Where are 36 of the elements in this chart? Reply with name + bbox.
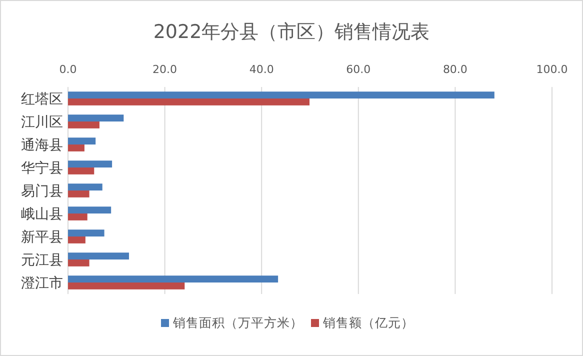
y-tick-label: 新平县: [21, 230, 63, 246]
chart-title: 2022年分县（市区）销售情况表: [153, 21, 430, 43]
x-tick-label: 100.0: [536, 63, 568, 76]
y-tick-label: 江川区: [21, 114, 63, 130]
y-tick-label: 通海县: [21, 138, 63, 154]
x-tick-label: 80.0: [442, 63, 468, 76]
bar: [68, 252, 129, 260]
bar: [68, 236, 86, 244]
bar: [68, 214, 88, 220]
bar: [68, 190, 90, 198]
bar: [68, 276, 278, 282]
bar: [68, 92, 494, 98]
y-tick-label: 红塔区: [21, 92, 63, 108]
bar: [68, 168, 94, 174]
y-tick-label: 元江县: [21, 252, 63, 268]
bar: [68, 138, 96, 144]
y-tick-label: 峨山县: [21, 206, 63, 222]
x-tick-label: 0.0: [59, 63, 77, 76]
bar: [68, 98, 310, 106]
x-tick-label: 20.0: [152, 63, 178, 76]
bar: [68, 282, 185, 290]
bar: [68, 184, 102, 190]
x-tick-label: 60.0: [346, 63, 371, 76]
bar: [68, 230, 104, 236]
x-tick-label: 40.0: [249, 63, 274, 76]
bar: [68, 144, 84, 152]
y-tick-label: 华宁县: [21, 160, 63, 176]
legend-label: 销售额（亿元）: [322, 315, 414, 330]
bar: [68, 206, 112, 214]
legend-label: 销售面积（万平方米）: [172, 315, 303, 330]
bar: [68, 260, 90, 266]
y-tick-label: 易门县: [21, 184, 63, 200]
bar: [68, 114, 124, 122]
y-tick-label: 澄江市: [21, 276, 63, 292]
bar: [68, 160, 112, 168]
bar: [68, 122, 100, 128]
